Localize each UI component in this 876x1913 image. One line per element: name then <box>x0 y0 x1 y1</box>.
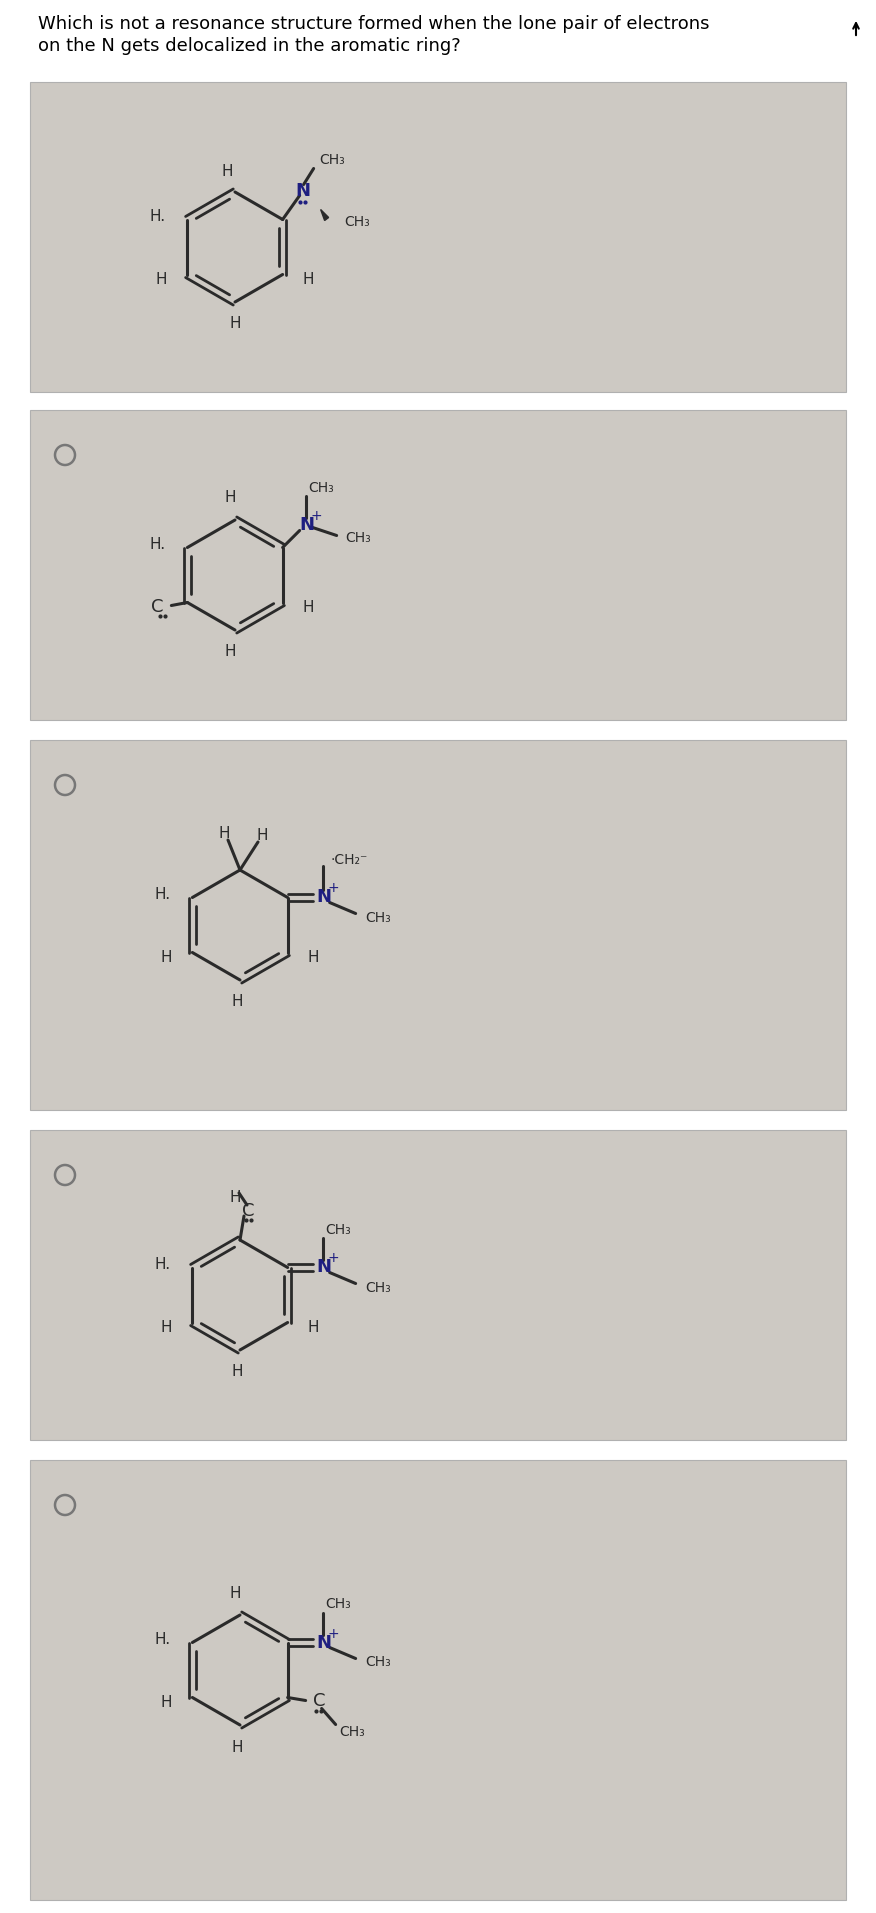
Text: H: H <box>224 645 236 660</box>
Text: CH₃: CH₃ <box>319 153 344 166</box>
Text: CH₃: CH₃ <box>364 1280 391 1295</box>
Text: H: H <box>230 1190 241 1205</box>
Text: C: C <box>314 1693 326 1710</box>
Text: +: + <box>328 1626 339 1641</box>
Text: H: H <box>161 1695 173 1710</box>
Text: CH₃: CH₃ <box>343 216 370 230</box>
Text: H.: H. <box>154 1632 170 1647</box>
Text: H: H <box>231 995 243 1010</box>
Text: CH₃: CH₃ <box>325 1222 350 1236</box>
Text: CH₃: CH₃ <box>364 911 391 924</box>
Text: ·CH₂⁻: ·CH₂⁻ <box>331 853 368 867</box>
Text: H: H <box>230 1586 241 1601</box>
Text: H: H <box>231 1739 243 1754</box>
Text: H: H <box>218 826 230 840</box>
Bar <box>30 740 846 1110</box>
Polygon shape <box>321 210 328 220</box>
Bar <box>30 409 846 719</box>
Bar <box>30 82 846 392</box>
Text: +: + <box>311 509 322 524</box>
Text: H: H <box>231 1364 243 1379</box>
Text: H: H <box>302 601 314 614</box>
Text: H.: H. <box>149 209 166 224</box>
Text: +: + <box>328 882 339 895</box>
Text: H: H <box>307 1320 319 1335</box>
Text: C: C <box>152 599 164 616</box>
Text: Which is not a resonance structure formed when the lone pair of electrons: Which is not a resonance structure forme… <box>38 15 710 33</box>
Text: H: H <box>257 828 268 842</box>
Text: N: N <box>316 888 331 907</box>
Text: N: N <box>316 1634 331 1651</box>
Text: H.: H. <box>154 888 170 903</box>
Text: N: N <box>299 517 314 534</box>
Text: H: H <box>302 272 314 287</box>
Bar <box>30 1460 846 1900</box>
Text: H.: H. <box>149 538 166 553</box>
Text: H: H <box>156 272 167 287</box>
Text: H: H <box>230 316 241 331</box>
Text: on the N gets delocalized in the aromatic ring?: on the N gets delocalized in the aromati… <box>38 36 461 55</box>
Text: H: H <box>161 1320 173 1335</box>
Text: N: N <box>316 1259 331 1276</box>
Text: N: N <box>295 182 310 201</box>
Text: H: H <box>307 951 319 964</box>
Text: CH₃: CH₃ <box>364 1655 391 1670</box>
Text: C: C <box>242 1201 254 1220</box>
Text: CH₃: CH₃ <box>339 1726 364 1739</box>
Text: CH₃: CH₃ <box>345 530 371 545</box>
Text: CH₃: CH₃ <box>307 480 334 494</box>
Bar <box>30 1131 846 1440</box>
Text: CH₃: CH₃ <box>325 1597 350 1611</box>
Text: H: H <box>161 951 173 964</box>
Text: H: H <box>222 165 233 180</box>
Text: +: + <box>328 1251 339 1266</box>
Text: H.: H. <box>154 1257 170 1272</box>
Text: H: H <box>224 490 236 505</box>
